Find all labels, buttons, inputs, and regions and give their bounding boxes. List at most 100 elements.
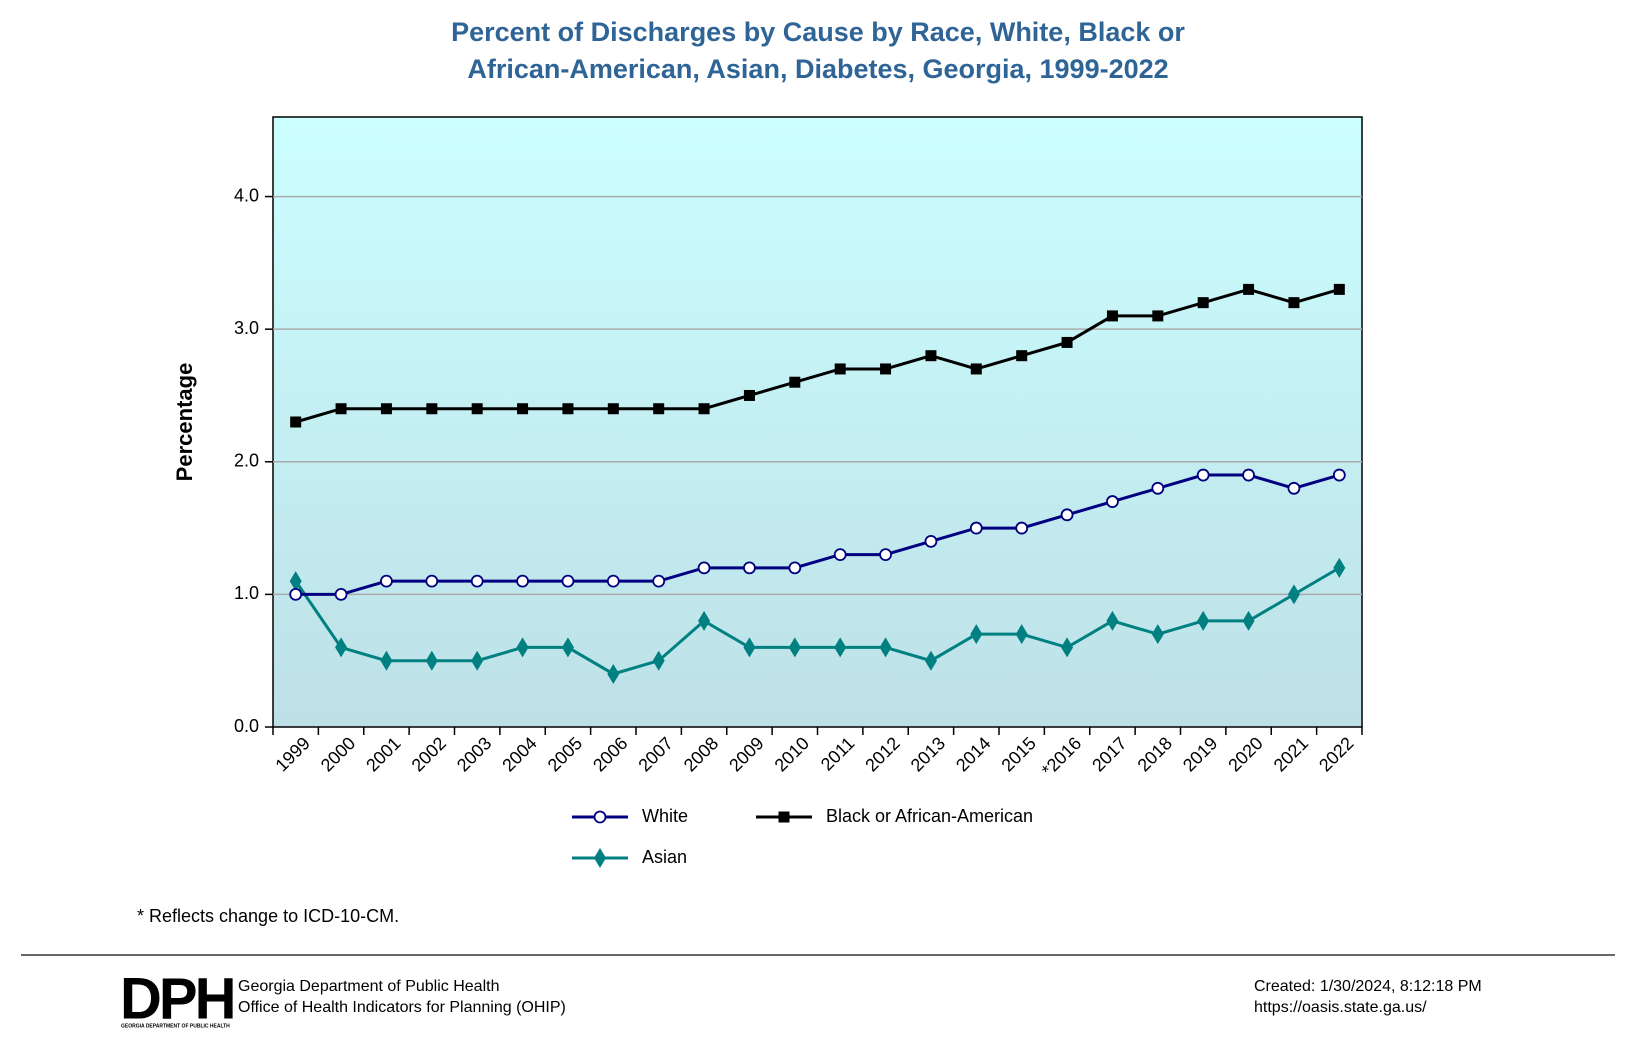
point [834, 637, 847, 658]
point [969, 521, 983, 535]
point [924, 534, 938, 548]
footer-text: Georgia Department of Public Health [238, 978, 499, 995]
point [833, 548, 847, 562]
point [1197, 610, 1210, 631]
point [1287, 481, 1301, 495]
point [924, 650, 937, 671]
plot-area [272, 116, 1363, 728]
x-tick-label: 2010 [771, 733, 813, 775]
y-tick-label: 4.0 [234, 185, 259, 205]
x-tick-label: 2008 [680, 733, 722, 775]
chart-title: African-American, Asian, Diabetes, Georg… [467, 54, 1168, 84]
point [1060, 508, 1074, 522]
point [335, 637, 348, 658]
line [294, 566, 1341, 676]
legend-label: White [642, 806, 688, 826]
point [788, 561, 802, 575]
point [380, 650, 393, 671]
point [290, 416, 302, 428]
x-tick-label: 2019 [1179, 733, 1221, 775]
point [652, 574, 666, 588]
x-tick-label: 2007 [634, 733, 676, 775]
x-tick-label: 2006 [589, 733, 631, 775]
line [295, 287, 1340, 424]
point [1197, 297, 1209, 309]
point [561, 574, 575, 588]
x-tick-label: 2017 [1088, 733, 1130, 775]
x-tick-label: 2004 [498, 733, 540, 775]
x-tick-label: 2005 [544, 733, 586, 775]
y-tick-label: 0.0 [234, 716, 259, 736]
y-tick-label: 1.0 [234, 583, 259, 603]
legend-marker [778, 811, 790, 823]
point [1242, 468, 1255, 482]
point [879, 548, 892, 562]
point [607, 663, 620, 684]
point [788, 637, 801, 658]
point [698, 610, 711, 631]
legend-marker [593, 810, 607, 824]
point [335, 403, 347, 415]
point [1151, 624, 1164, 645]
point [516, 637, 529, 658]
point [743, 389, 755, 401]
point [425, 650, 438, 671]
point [470, 574, 484, 588]
legend-marker [594, 848, 606, 868]
point [1333, 557, 1346, 578]
point [1287, 584, 1300, 605]
legend-label: Black or African-American [826, 806, 1033, 826]
x-tick-label: 2000 [317, 733, 359, 775]
point [426, 403, 438, 415]
point [697, 561, 711, 575]
y-axis-label: Percentage [172, 363, 197, 482]
x-tick-label: *2016 [1038, 733, 1085, 780]
point [743, 561, 756, 575]
point [1061, 637, 1074, 658]
point [698, 403, 710, 415]
chart-title: Percent of Discharges by Cause by Race, … [451, 17, 1185, 47]
point [1015, 624, 1028, 645]
line [295, 473, 1340, 596]
point [1288, 297, 1300, 309]
x-tick-label: 2020 [1224, 733, 1266, 775]
point [653, 403, 665, 415]
point [1061, 336, 1073, 348]
x-tick-label: 2001 [362, 733, 404, 775]
point [1015, 521, 1029, 535]
point [561, 637, 574, 658]
point [1196, 468, 1210, 482]
logo-caption: GEORGIA DEPARTMENT OF PUBLIC HEALTH [121, 1023, 230, 1029]
x-tick-label: 2015 [997, 733, 1039, 775]
x-tick-label: 2009 [725, 733, 767, 775]
point [879, 637, 892, 658]
legend-label: Asian [642, 847, 687, 867]
point [1333, 283, 1345, 295]
point [380, 574, 393, 588]
point [1106, 495, 1119, 508]
logo: DPH [120, 966, 233, 1031]
point [471, 650, 484, 671]
point [1106, 310, 1118, 322]
footer-text: Created: 1/30/2024, 8:12:18 PM [1254, 978, 1482, 995]
point [1152, 310, 1164, 322]
point [970, 624, 983, 645]
point [289, 587, 303, 601]
point [607, 403, 619, 415]
point [425, 574, 439, 588]
point [1243, 283, 1255, 295]
point [562, 403, 574, 415]
x-tick-label: 2014 [952, 733, 994, 775]
y-tick-label: 3.0 [234, 318, 259, 338]
x-tick-label: 2002 [408, 733, 450, 775]
x-tick-label: 2022 [1315, 733, 1357, 775]
point [789, 376, 801, 388]
point [516, 574, 529, 588]
x-tick-label: 2021 [1270, 733, 1312, 775]
x-tick-label: 2013 [907, 733, 949, 775]
point [380, 403, 392, 415]
footer-text: Office of Health Indicators for Planning… [238, 999, 566, 1016]
point [1016, 350, 1028, 362]
point [517, 403, 529, 415]
point [834, 363, 846, 375]
